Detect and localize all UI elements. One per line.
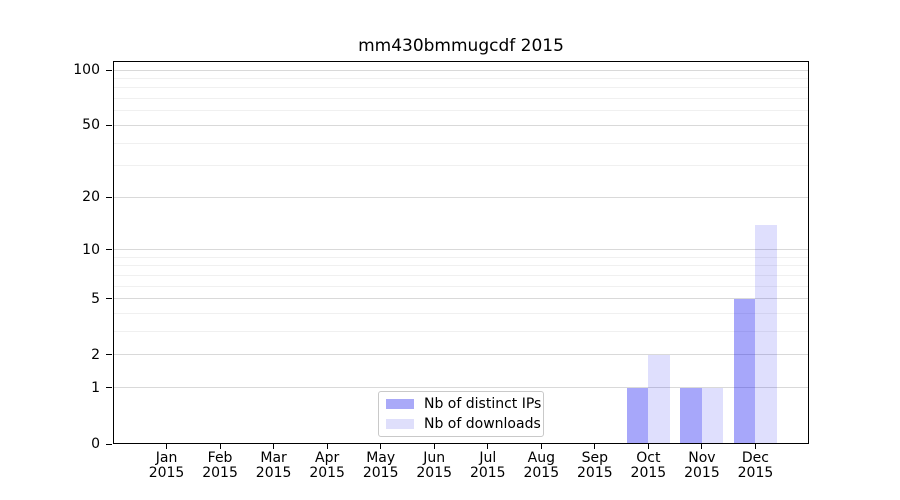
x-tick-mark-jan xyxy=(166,444,168,449)
gridline-major-2 xyxy=(113,354,809,356)
x-tick-year: 2015 xyxy=(362,465,399,481)
gridline-major-100 xyxy=(113,69,809,71)
gridline-minor-9 xyxy=(113,256,809,258)
x-tick-year: 2015 xyxy=(630,465,667,481)
x-tick-mark-may xyxy=(380,444,382,449)
x-tick-label-jan: Jan 2015 xyxy=(135,451,199,481)
gridline-minor-30 xyxy=(113,165,809,167)
x-tick-label-mar: Mar 2015 xyxy=(242,451,306,481)
y-tick-label-10: 10 xyxy=(82,241,100,258)
x-tick-month: Nov xyxy=(688,450,716,466)
y-tick-label-50: 50 xyxy=(82,117,100,134)
y-tick-mark-50 xyxy=(106,124,112,126)
x-tick-mark-aug xyxy=(540,444,542,449)
y-tick-mark-100 xyxy=(106,69,112,71)
x-tick-label-apr: Apr 2015 xyxy=(295,451,359,481)
gridline-major-10 xyxy=(113,249,809,251)
x-tick-label-nov: Nov 2015 xyxy=(670,451,734,481)
y-tick-label-20: 20 xyxy=(82,189,100,206)
y-tick-label-1: 1 xyxy=(91,379,100,396)
x-tick-month: Feb xyxy=(207,450,233,466)
bar-downloads-oct xyxy=(648,354,670,444)
x-tick-year: 2015 xyxy=(255,465,292,481)
legend-item-distinct-ips: Nb of distinct IPs xyxy=(386,395,543,412)
gridline-minor-7 xyxy=(113,275,809,277)
gridline-major-50 xyxy=(113,124,809,126)
gridline-minor-8 xyxy=(113,265,809,267)
legend-label-distinct-ips: Nb of distinct IPs xyxy=(424,395,542,412)
x-tick-month: Dec xyxy=(741,450,769,466)
x-tick-mark-nov xyxy=(701,444,703,449)
x-tick-year: 2015 xyxy=(309,465,345,481)
x-tick-mark-mar xyxy=(273,444,275,449)
gridline-major-20 xyxy=(113,196,809,198)
gridline-minor-40 xyxy=(113,142,809,144)
x-tick-label-jun: Jun 2015 xyxy=(402,451,466,481)
x-tick-month: Sep xyxy=(581,450,609,466)
legend-swatch-downloads xyxy=(386,419,414,429)
x-tick-label-aug: Aug 2015 xyxy=(509,451,573,481)
bar-distinct-ips-oct xyxy=(626,387,649,444)
x-tick-year: 2015 xyxy=(148,465,185,481)
x-tick-year: 2015 xyxy=(684,465,720,481)
x-tick-mark-jun xyxy=(433,444,435,449)
x-tick-year: 2015 xyxy=(577,465,613,481)
x-tick-mark-oct xyxy=(647,444,649,449)
x-tick-label-feb: Feb 2015 xyxy=(188,451,252,481)
gridline-major-5 xyxy=(113,298,809,300)
y-tick-mark-20 xyxy=(106,196,112,198)
bar-downloads-nov xyxy=(701,387,724,444)
x-tick-mark-feb xyxy=(219,444,221,449)
x-tick-label-jul: Jul 2015 xyxy=(456,451,520,481)
y-tick-mark-0 xyxy=(106,443,112,445)
x-tick-year: 2015 xyxy=(737,465,774,481)
legend: Nb of distinct IPs Nb of downloads xyxy=(378,391,544,437)
y-tick-mark-1 xyxy=(106,387,112,389)
legend-item-downloads: Nb of downloads xyxy=(386,415,543,432)
x-tick-month: Apr xyxy=(315,450,340,466)
x-tick-label-oct: Oct 2015 xyxy=(616,451,680,481)
gridline-minor-6 xyxy=(113,285,809,287)
plot-area xyxy=(113,61,809,444)
legend-label-downloads: Nb of downloads xyxy=(424,415,541,432)
legend-swatch-distinct-ips xyxy=(386,399,414,409)
x-tick-mark-jul xyxy=(487,444,489,449)
x-tick-month: Oct xyxy=(636,450,661,466)
x-tick-label-dec: Dec 2015 xyxy=(723,451,787,481)
x-tick-label-sep: Sep 2015 xyxy=(563,451,627,481)
gridline-minor-60 xyxy=(113,110,809,112)
y-tick-label-0: 0 xyxy=(91,436,100,452)
x-tick-label-may: May 2015 xyxy=(349,451,413,481)
bar-distinct-ips-nov xyxy=(680,387,702,444)
chart-title: mm430bmmugcdf 2015 xyxy=(358,36,564,56)
bar-distinct-ips-dec xyxy=(733,298,756,444)
x-tick-mark-dec xyxy=(754,444,756,449)
x-tick-year: 2015 xyxy=(469,465,506,481)
y-tick-mark-2 xyxy=(106,354,112,356)
x-tick-year: 2015 xyxy=(202,465,238,481)
gridline-minor-90 xyxy=(113,78,809,80)
x-tick-month: Jul xyxy=(479,450,497,466)
gridline-minor-70 xyxy=(113,98,809,100)
x-tick-year: 2015 xyxy=(523,465,560,481)
gridline-minor-4 xyxy=(113,313,809,315)
gridline-minor-3 xyxy=(113,331,809,333)
y-tick-mark-10 xyxy=(106,249,112,251)
x-tick-mark-apr xyxy=(326,444,328,449)
x-tick-month: Mar xyxy=(260,450,287,466)
y-tick-label-100: 100 xyxy=(73,62,100,79)
x-tick-month: Jun xyxy=(423,450,446,466)
x-tick-month: May xyxy=(366,450,396,466)
x-tick-year: 2015 xyxy=(416,465,453,481)
x-tick-mark-sep xyxy=(594,444,596,449)
y-tick-mark-5 xyxy=(106,298,112,300)
gridline-major-1 xyxy=(113,387,809,389)
x-tick-month: Aug xyxy=(527,450,555,466)
x-tick-month: Jan xyxy=(155,450,178,466)
gridline-minor-80 xyxy=(113,87,809,89)
y-tick-label-5: 5 xyxy=(91,290,100,307)
y-tick-label-2: 2 xyxy=(91,346,100,363)
bar-downloads-dec xyxy=(755,224,777,444)
